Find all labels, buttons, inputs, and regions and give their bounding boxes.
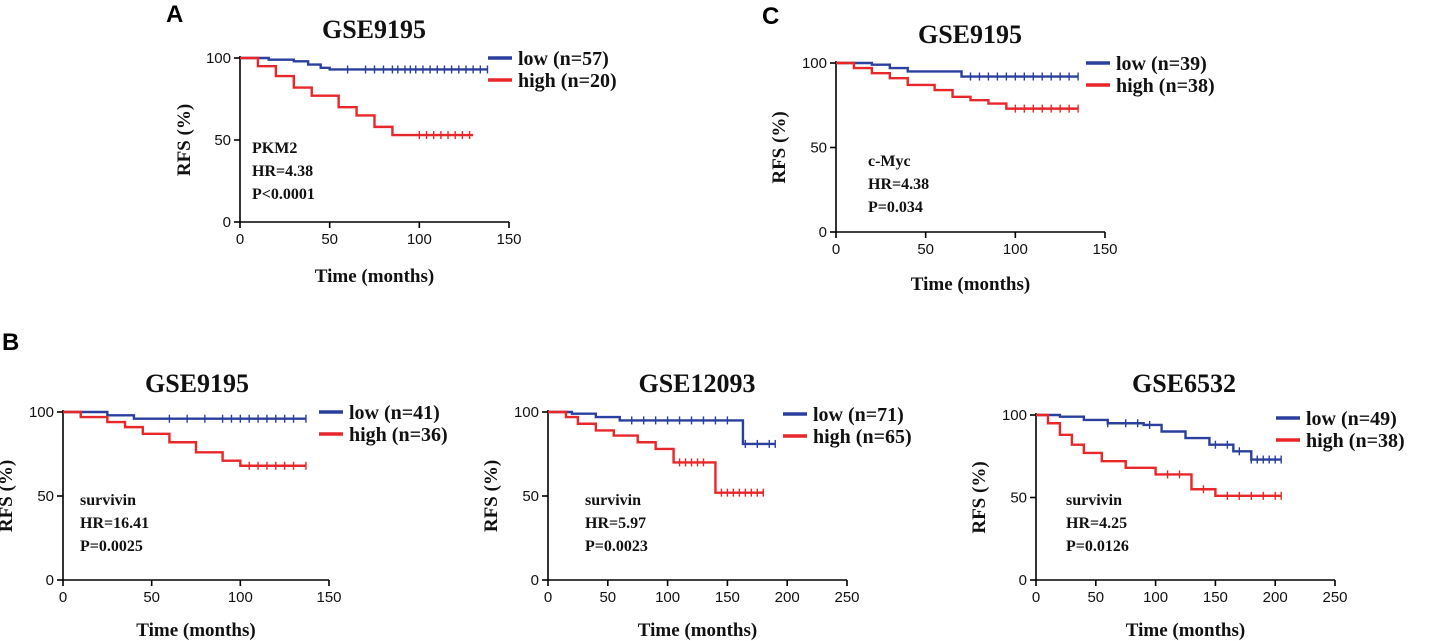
chart-title: GSE6532 [1132, 369, 1236, 398]
stat-annotation: P=0.0126 [1066, 538, 1129, 555]
series-line-high [240, 56, 474, 137]
y-tick-label: 100 [802, 55, 827, 72]
x-tick-label: 50 [1087, 589, 1104, 606]
series-line-high [63, 410, 306, 467]
y-tick-label: 100 [1002, 407, 1027, 424]
y-axis-label: RFS (%) [481, 460, 502, 532]
x-tick-label: 100 [407, 231, 432, 248]
panel-label-a: A [166, 1, 183, 28]
chart-a: GSE9195 0 50 100 150 0 50 100 Time (months) RFS (… [174, 15, 617, 287]
x-tick-label: 150 [715, 589, 740, 606]
series-line-low [548, 410, 776, 446]
chart-title: GSE12093 [638, 369, 755, 398]
series-line-low [240, 56, 488, 71]
x-tick-label: 0 [832, 241, 840, 258]
legend-label-low: low (n=71) [813, 404, 904, 426]
x-tick-label: 0 [1032, 589, 1040, 606]
x-tick-label: 150 [1203, 589, 1228, 606]
y-tick-label: 50 [522, 488, 539, 505]
stat-annotation: HR=5.97 [585, 515, 646, 532]
series-line-high [1036, 413, 1282, 498]
x-axis-label: Time (months) [136, 620, 255, 641]
x-tick-label: 50 [143, 589, 160, 606]
y-tick-label: 0 [1019, 572, 1027, 589]
y-axis-label: RFS (%) [0, 460, 17, 532]
series-line-low [63, 410, 306, 420]
x-axis-label: Time (months) [1126, 620, 1245, 641]
legend-label-high: high (n=65) [813, 426, 912, 448]
x-tick-label: 0 [59, 589, 67, 606]
stat-annotation: HR=4.38 [868, 176, 929, 193]
legend-label-low: low (n=49) [1306, 408, 1397, 430]
y-tick-label: 0 [46, 572, 54, 589]
x-tick-label: 100 [1143, 589, 1168, 606]
x-tick-label: 250 [834, 589, 859, 606]
y-tick-label: 50 [214, 132, 231, 149]
x-tick-label: 50 [599, 589, 616, 606]
x-tick-label: 0 [544, 589, 552, 606]
charts-layer: GSE9195 0 50 100 150 0 50 100 Time (months) RFS (… [0, 15, 1405, 641]
stat-annotation: P=0.0023 [585, 538, 648, 555]
stat-annotation: survivin [585, 492, 641, 509]
chart-b2: GSE12093 0 50 100 150 200 250 0 50 100 Time (month… [481, 369, 912, 641]
x-tick-label: 250 [1322, 589, 1347, 606]
series-line-high [548, 410, 764, 494]
y-tick-label: 0 [223, 214, 231, 231]
y-tick-label: 100 [514, 404, 539, 421]
y-tick-label: 0 [819, 224, 827, 241]
chart-b1: GSE9195 0 50 100 150 0 50 100 Time (months) RFS (… [0, 369, 448, 641]
stat-annotation: P<0.0001 [252, 186, 315, 203]
stat-annotation: HR=4.25 [1066, 515, 1127, 532]
x-tick-label: 0 [236, 231, 244, 248]
y-axis-label: RFS (%) [174, 104, 195, 176]
chart-title: GSE9195 [918, 20, 1022, 49]
x-tick-label: 100 [228, 589, 253, 606]
x-axis-label: Time (months) [911, 274, 1030, 295]
chart-title: GSE9195 [322, 15, 426, 44]
legend-label-low: low (n=57) [518, 48, 609, 70]
x-tick-label: 50 [321, 231, 338, 248]
legend-label-high: high (n=36) [349, 424, 448, 446]
legend-label-high: high (n=38) [1116, 75, 1215, 97]
chart-title: GSE9195 [145, 369, 249, 398]
y-axis-label: RFS (%) [769, 111, 790, 183]
x-tick-label: 150 [496, 231, 521, 248]
panel-label-b: B [2, 329, 19, 356]
stat-annotation: P=0.034 [868, 199, 923, 216]
chart-c: GSE9195 0 50 100 150 0 50 100 Time (months) RFS (… [769, 20, 1215, 295]
series-line-low [836, 61, 1079, 78]
x-tick-label: 200 [775, 589, 800, 606]
y-tick-label: 50 [810, 140, 827, 157]
stat-annotation: HR=4.38 [252, 163, 313, 180]
stat-annotation: c-Myc [868, 153, 911, 170]
y-tick-label: 100 [29, 404, 54, 421]
y-tick-label: 0 [531, 572, 539, 589]
stat-annotation: PKM2 [252, 140, 297, 157]
stat-annotation: P=0.0025 [80, 538, 143, 555]
x-tick-label: 200 [1263, 589, 1288, 606]
legend-label-low: low (n=39) [1116, 53, 1207, 75]
x-tick-label: 150 [1092, 241, 1117, 258]
series-line-low [1036, 413, 1282, 461]
stat-annotation: survivin [80, 492, 136, 509]
x-tick-label: 50 [917, 241, 934, 258]
series-line-high [836, 61, 1079, 110]
y-axis-label: RFS (%) [969, 461, 990, 533]
x-tick-label: 150 [316, 589, 341, 606]
stat-annotation: survivin [1066, 492, 1122, 509]
y-tick-label: 50 [1010, 490, 1027, 507]
x-tick-label: 100 [1003, 241, 1028, 258]
panel-label-c: C [762, 3, 779, 30]
y-tick-label: 100 [206, 50, 231, 67]
x-tick-label: 100 [655, 589, 680, 606]
y-tick-label: 50 [37, 488, 54, 505]
legend-label-low: low (n=41) [349, 402, 440, 424]
legend-label-high: high (n=38) [1306, 430, 1405, 452]
chart-b3: GSE6532 0 50 100 150 200 250 0 50 100 Time (months… [969, 369, 1405, 641]
x-axis-label: Time (months) [315, 266, 434, 287]
legend-label-high: high (n=20) [518, 70, 617, 92]
stat-annotation: HR=16.41 [80, 515, 149, 532]
x-axis-label: Time (months) [638, 620, 757, 641]
